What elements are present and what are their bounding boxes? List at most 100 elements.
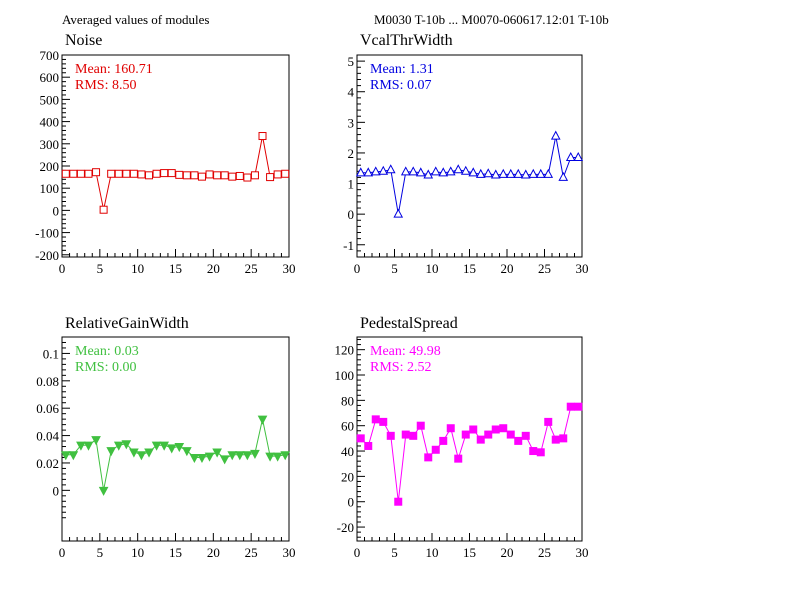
data-point: [363, 167, 374, 177]
x-tick-label: 15: [169, 545, 182, 560]
data-point: [454, 454, 463, 463]
data-point: [182, 171, 191, 180]
x-tick-label: 5: [391, 261, 398, 276]
data-point: [506, 430, 515, 439]
data-point: [355, 167, 366, 177]
data-point: [113, 441, 124, 451]
data-point: [430, 166, 441, 176]
data-point: [136, 451, 147, 461]
data-point: [99, 205, 108, 214]
data-point: [84, 169, 93, 178]
data-point: [566, 402, 575, 411]
data-point: [69, 169, 78, 178]
chart-3: RelativeGainWidth 0 5 10 15 20 25 30 0 0.02 0.04 0.…: [36, 315, 295, 560]
mean-stat: Mean: 49.98: [370, 344, 441, 359]
data-point: [189, 453, 200, 464]
rms-stat: RMS: 0.00: [75, 360, 136, 375]
data-point: [272, 452, 283, 462]
data-point: [558, 171, 569, 181]
y-tick-label: 3: [348, 115, 355, 130]
data-point: [197, 172, 206, 181]
data-point: [212, 448, 222, 458]
data-point: [513, 168, 524, 178]
x-tick-label: 15: [463, 261, 476, 276]
data-point: [460, 165, 471, 175]
data-point: [68, 451, 79, 461]
y-tick-label: 700: [40, 48, 60, 63]
data-point: [484, 430, 493, 439]
y-tick-label: 100: [335, 368, 355, 383]
data-point: [137, 170, 146, 179]
data-point: [400, 166, 411, 176]
data-point: [416, 421, 425, 430]
y-tick-label: 500: [40, 92, 60, 107]
data-point: [220, 171, 229, 180]
data-point: [439, 436, 448, 445]
data-point: [107, 169, 116, 178]
data-point: [446, 424, 455, 433]
y-tick-label: 0: [53, 483, 60, 498]
data-point: [145, 171, 154, 180]
data-point: [498, 168, 509, 178]
data-point: [356, 434, 365, 443]
data-point: [431, 445, 440, 454]
x-tick-label: 15: [169, 261, 182, 276]
data-point: [491, 425, 500, 434]
data-point: [370, 166, 381, 176]
data-point: [371, 415, 380, 424]
y-tick-label: 300: [40, 137, 60, 152]
y-tick-label: 120: [335, 343, 355, 358]
mean-stat: Mean: 0.03: [75, 344, 139, 359]
mean-stat: Mean: 160.71: [75, 62, 153, 77]
data-point: [536, 448, 545, 457]
data-point: [174, 443, 185, 453]
data-point: [266, 173, 275, 182]
data-point: [175, 170, 184, 179]
data-point: [475, 168, 486, 178]
x-tick-label: 20: [501, 545, 514, 560]
data-point: [378, 165, 389, 175]
y-tick-label: 80: [341, 393, 354, 408]
data-point: [386, 431, 395, 440]
y-tick-label: 60: [341, 419, 354, 434]
x-tick-label: 10: [426, 545, 439, 560]
data-point: [129, 448, 139, 458]
data-point: [61, 169, 70, 178]
y-tick-label: 400: [40, 115, 60, 130]
rms-stat: RMS: 2.52: [370, 360, 431, 375]
chart-title: VcalThrWidth: [360, 32, 453, 49]
data-point: [234, 451, 245, 461]
data-point: [461, 430, 470, 439]
x-tick-label: 30: [283, 545, 296, 560]
data-point: [92, 168, 101, 177]
data-point: [122, 169, 131, 178]
y-tick-label: 0: [53, 203, 60, 218]
data-point: [385, 164, 396, 174]
chart-1: Noise 0 5 10 15 20 25 30 -200 -100 0 100 200 300 400 50…: [35, 32, 295, 276]
data-point: [167, 169, 176, 178]
data-point: [483, 168, 494, 178]
data-point: [219, 455, 230, 465]
x-tick-label: 0: [59, 545, 66, 560]
data-point: [514, 436, 523, 445]
y-tick-label: 2: [348, 146, 355, 161]
data-point: [551, 435, 560, 444]
data-point: [243, 173, 252, 182]
data-point: [205, 170, 214, 179]
data-point: [250, 171, 259, 180]
x-tick-label: 25: [538, 545, 551, 560]
data-point: [453, 164, 464, 174]
data-point: [166, 444, 177, 454]
header-right-title: M0030 T-10b ... M0070-060617.12:01 T-10b: [374, 12, 609, 27]
y-tick-label: 0.1: [43, 346, 59, 361]
data-point: [227, 451, 238, 461]
x-tick-label: 25: [538, 261, 551, 276]
data-point: [91, 436, 101, 446]
data-point: [204, 452, 215, 462]
data-point: [469, 425, 478, 434]
data-point: [423, 169, 434, 179]
mean-stat: Mean: 1.31: [370, 62, 434, 77]
x-tick-label: 0: [354, 261, 361, 276]
